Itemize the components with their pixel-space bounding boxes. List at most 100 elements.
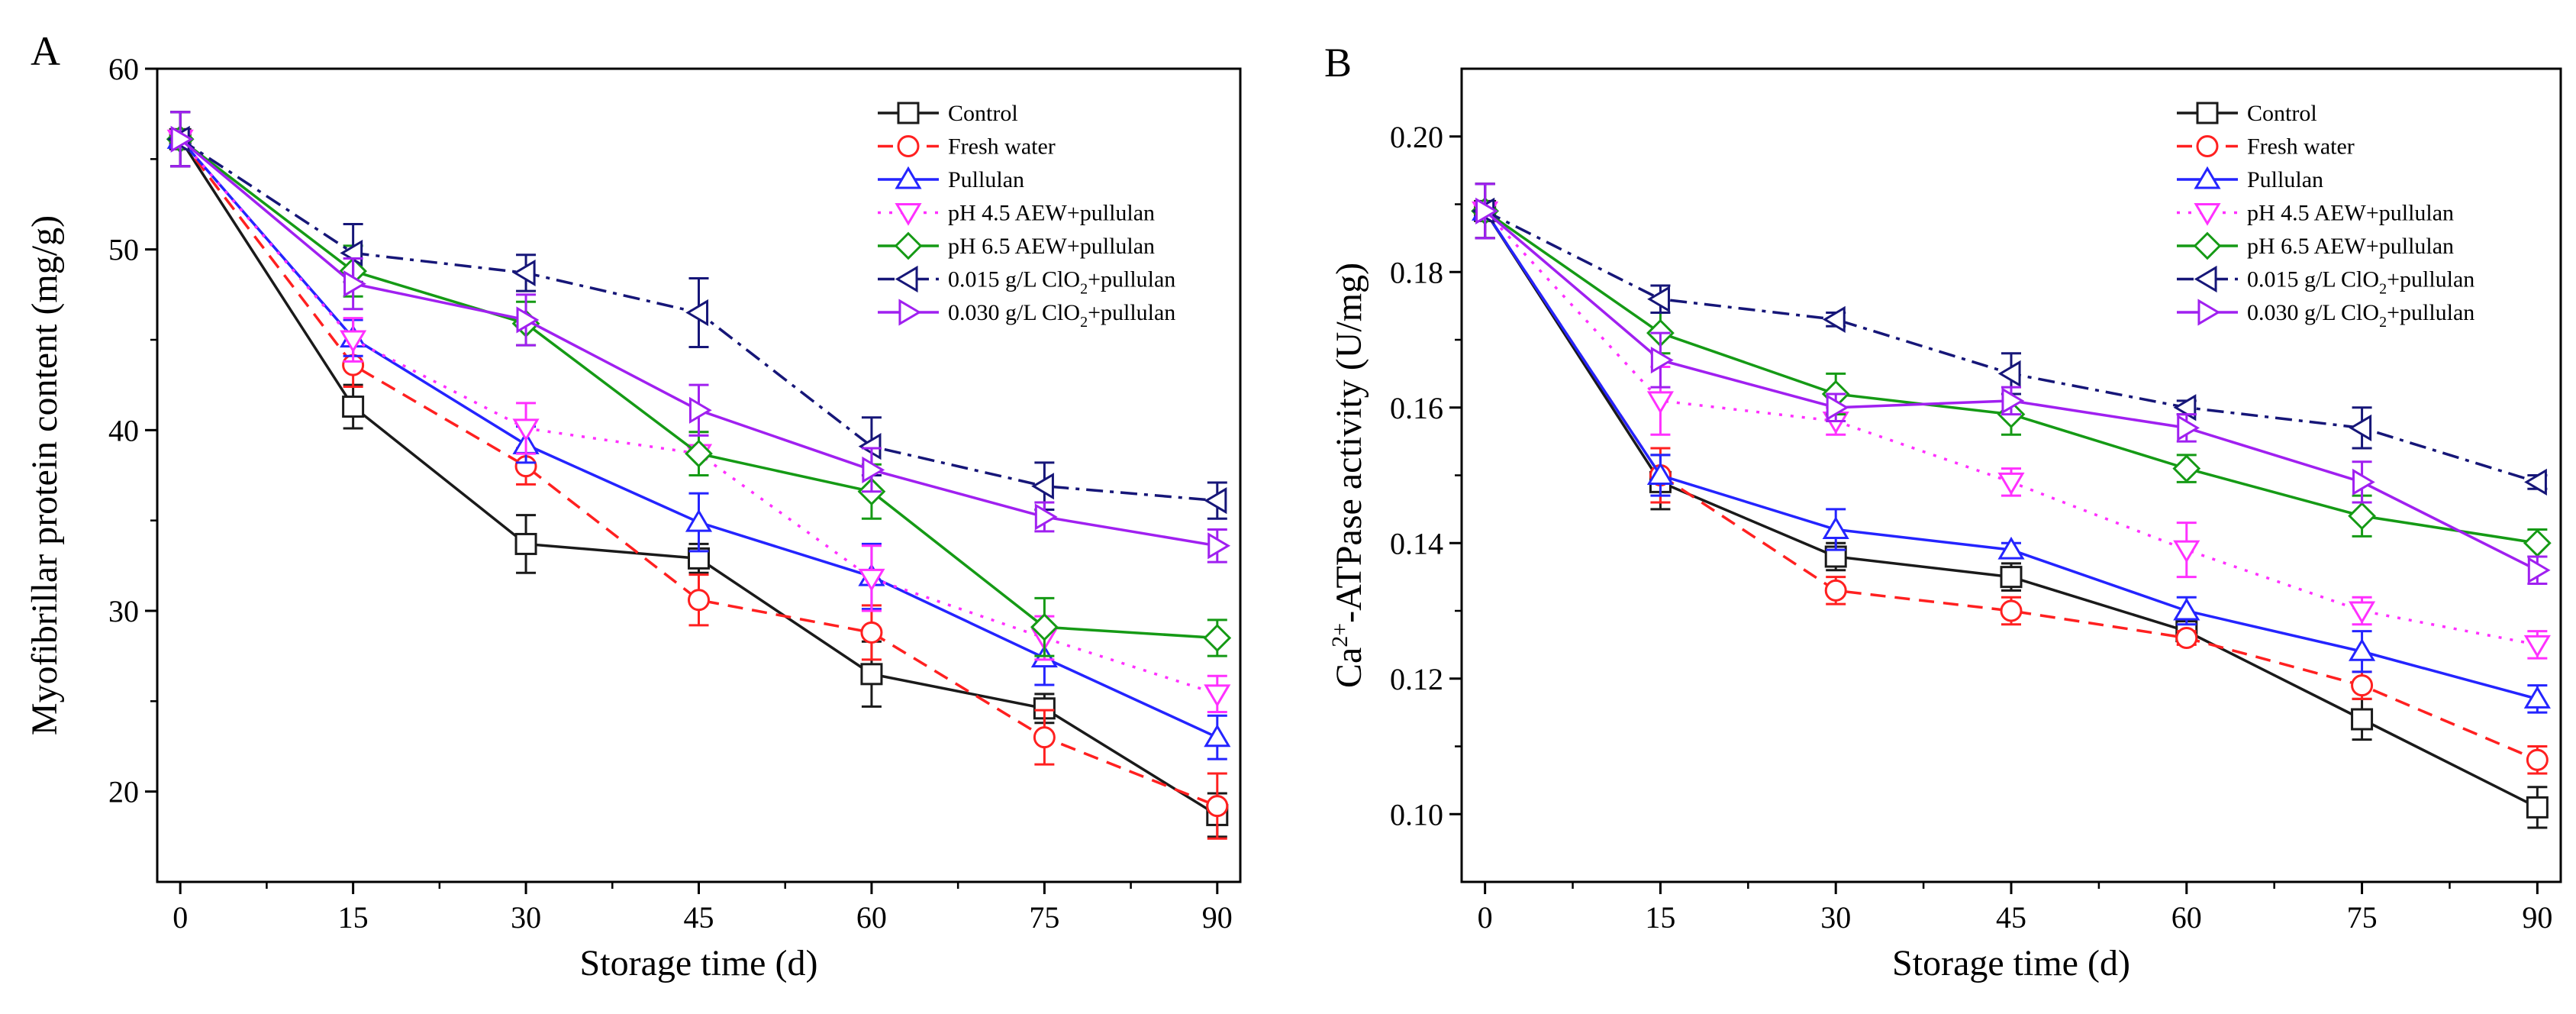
x-axis-title: Storage time (d) (1892, 943, 2130, 983)
series-pullulan (1472, 182, 2551, 714)
data-point (2348, 638, 2376, 661)
x-tick-label: 0 (1478, 900, 1493, 935)
legend-item: 0.015 g/L ClO2+pullulan (878, 265, 1175, 298)
legend-item: pH 4.5 AEW+pullulan (878, 201, 1155, 226)
y-tick-label: 0.12 (1390, 662, 1443, 696)
x-tick-label: 90 (2522, 900, 2552, 935)
y-tick-label: 40 (108, 413, 139, 447)
data-point (1650, 347, 1674, 374)
legend-item: Pullulan (2177, 166, 2323, 192)
legend-label: pH 4.5 AEW+pullulan (2247, 201, 2454, 226)
data-point (2172, 454, 2201, 483)
legend-item: pH 4.5 AEW+pullulan (2177, 201, 2454, 226)
data-point (514, 532, 537, 555)
legend-item: pH 6.5 AEW+pullulan (878, 231, 1155, 260)
legend-item: 0.030 g/L ClO2+pullulan (2177, 299, 2474, 331)
series-0-015-g-l-clo2-pullulan (1472, 182, 2548, 496)
data-point (858, 433, 882, 460)
legend-label: 0.030 g/L ClO2+pullulan (948, 300, 1175, 331)
data-point (1475, 197, 1498, 224)
data-point (1646, 462, 1675, 486)
data-point (860, 663, 883, 686)
data-point (1203, 624, 1232, 652)
x-tick-label: 30 (1820, 900, 1851, 935)
legend-swatch-marker (2194, 166, 2221, 189)
data-point (2351, 708, 2374, 731)
series-0-030-g-l-clo2-pullulan (1475, 182, 2551, 585)
legend-swatch-marker (2197, 299, 2221, 326)
x-tick-label: 75 (2347, 900, 2378, 935)
data-point (2523, 635, 2551, 658)
legend-swatch-marker (2196, 102, 2219, 124)
legend-swatch-marker (2193, 231, 2222, 260)
y-tick-label: 0.14 (1390, 526, 1443, 560)
legend-swatch-marker (897, 135, 920, 157)
legend-label: 0.015 g/L ClO2+pullulan (2247, 267, 2474, 298)
data-point (2000, 566, 2023, 589)
y-tick-label: 30 (108, 594, 139, 628)
data-point (685, 509, 713, 532)
y-tick-label: 60 (108, 52, 139, 86)
data-point (2349, 414, 2372, 441)
x-tick-label: 60 (856, 900, 887, 935)
panel-a-myofibrillar-chart: 0 15 30 45 60 75 90 20 30 40 50 60 Storage time (d) M… (24, 28, 1242, 983)
data-point (2000, 599, 2023, 622)
x-tick-label: 0 (172, 900, 188, 935)
data-point (2527, 557, 2551, 584)
legend-label: 0.015 g/L ClO2+pullulan (948, 267, 1175, 298)
legend-label: 0.030 g/L ClO2+pullulan (2247, 300, 2474, 331)
legend-item: 0.015 g/L ClO2+pullulan (2177, 265, 2474, 298)
data-point (1646, 391, 1675, 415)
legend-label: Pullulan (2247, 167, 2323, 192)
legend-label: Pullulan (948, 167, 1024, 192)
data-point (1826, 394, 1849, 421)
data-point (512, 418, 540, 442)
legend-item: Fresh water (878, 134, 1056, 160)
y-axis-title: Ca2+-ATPase activity (U/mg) (1327, 263, 1369, 688)
data-point (516, 306, 540, 334)
data-point (1997, 472, 2025, 496)
x-tick-label: 15 (1645, 900, 1675, 935)
data-point (2524, 468, 2547, 496)
data-point (862, 456, 885, 483)
data-point (1824, 579, 1847, 602)
legend: Control Fresh water Pullulan pH 4.5 AEW+pul… (878, 101, 1175, 331)
data-point (342, 396, 365, 418)
data-point (2351, 674, 2374, 697)
data-point (1204, 487, 1227, 515)
legend-item: Pullulan (878, 166, 1024, 192)
data-point (1206, 795, 1229, 818)
data-point (2348, 601, 2376, 625)
data-point (1822, 305, 1846, 333)
data-point (2173, 597, 2200, 621)
legend-swatch-marker (895, 265, 918, 293)
legend-item: Control (2177, 101, 2317, 126)
panel-letter: A (31, 28, 60, 74)
x-tick-label: 75 (1029, 900, 1059, 935)
y-tick-label: 20 (108, 775, 139, 809)
legend-swatch-marker (897, 102, 920, 124)
y-tick-label: 0.18 (1390, 255, 1443, 289)
x-tick-label: 45 (684, 900, 714, 935)
data-point (2526, 796, 2549, 819)
data-point (1204, 684, 1231, 708)
legend-label: Fresh water (2247, 134, 2355, 160)
data-point (1997, 360, 2021, 387)
legend-label: pH 4.5 AEW+pullulan (948, 201, 1155, 226)
y-tick-label: 50 (108, 233, 139, 267)
x-tick-label: 15 (338, 900, 369, 935)
legend-swatch-marker (2194, 202, 2221, 226)
data-point (1030, 612, 1059, 641)
data-point (860, 621, 883, 644)
data-point (2352, 468, 2375, 496)
legend-swatch-marker (2196, 135, 2219, 157)
legend-swatch-marker (895, 202, 922, 226)
legend-label: Fresh water (948, 134, 1056, 160)
data-point (685, 299, 709, 327)
data-point (1822, 516, 1849, 540)
y-tick-label: 0.10 (1390, 797, 1443, 832)
data-point (1034, 503, 1058, 531)
x-tick-label: 45 (1996, 900, 2026, 935)
data-point (2526, 748, 2549, 771)
